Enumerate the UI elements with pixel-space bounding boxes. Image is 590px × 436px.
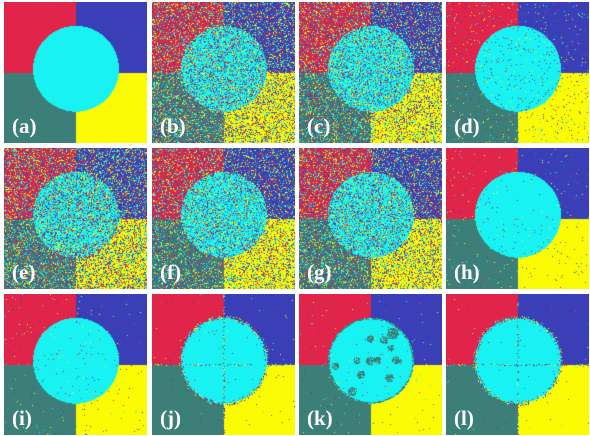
panel-label-b: (b) [160,114,186,138]
panel-label-h: (h) [454,260,480,284]
panel-i: (i) [4,294,147,435]
segmentation-image-c [299,2,442,143]
panel-f: (f) [152,148,295,289]
panel-c: (c) [299,2,442,143]
segmentation-image-i [4,294,147,435]
panel-k: (k) [299,294,442,435]
panel-d: (d) [446,2,589,143]
panel-label-f: (f) [160,260,181,284]
panel-e: (e) [4,148,147,289]
panel-label-d: (d) [454,114,480,138]
panel-label-a: (a) [12,114,37,138]
panel-label-i: (i) [12,406,32,430]
segmentation-image-f [152,148,295,289]
panel-a: (a) [4,2,147,143]
panel-h: (h) [446,148,589,289]
segmentation-image-l [446,294,589,435]
panel-label-c: (c) [307,114,331,138]
panel-label-j: (j) [160,406,181,430]
segmentation-image-h [446,148,589,289]
panel-label-l: (l) [454,406,474,430]
panel-g: (g) [299,148,442,289]
segmentation-image-d [446,2,589,143]
segmentation-image-b [152,2,295,143]
segmentation-image-k [299,294,442,435]
panel-label-g: (g) [307,260,332,284]
segmentation-image-e [4,148,147,289]
panel-j: (j) [152,294,295,435]
segmentation-image-a [4,2,147,143]
segmentation-image-j [152,294,295,435]
panel-l: (l) [446,294,589,435]
segmentation-image-g [299,148,442,289]
panel-label-e: (e) [12,260,36,284]
panel-b: (b) [152,2,295,143]
panel-label-k: (k) [307,406,333,430]
